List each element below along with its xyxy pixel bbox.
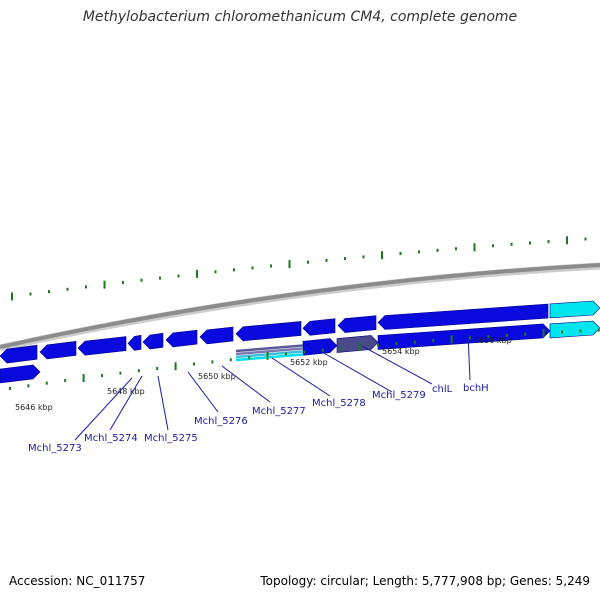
scale-label-5656: 5656 kbp: [474, 336, 512, 345]
backbone-line: [0, 263, 600, 349]
scale-label-5654: 5654 kbp: [382, 347, 420, 356]
gene-label-mchl-5275[interactable]: Mchl_5275: [144, 433, 198, 444]
gene-label-mchl-5279[interactable]: Mchl_5279: [372, 390, 426, 401]
scale-labels: 5646 kbp 5648 kbp 5650 kbp 5652 kbp 5654…: [15, 336, 512, 412]
gene-label-mchl-5274[interactable]: Mchl_5274: [84, 433, 138, 444]
outer-tick-track: [11, 236, 587, 301]
gene-arrow: [377, 303, 549, 330]
gene-arrow: [77, 336, 127, 356]
gene-feature-band: [236, 347, 303, 356]
gene-feature-band: [236, 350, 303, 359]
gene-arrow: [302, 318, 336, 336]
gene-label-chll[interactable]: chlL: [432, 384, 453, 395]
gene-arrow: [165, 329, 198, 348]
gene-arrow: [377, 323, 551, 350]
gene-label-mchl-5277[interactable]: Mchl_5277: [252, 406, 306, 417]
genome-summary-text: Topology: circular; Length: 5,777,908 bp…: [260, 574, 590, 588]
map-title: Methylobacterium chloromethanicum CM4, c…: [82, 9, 518, 25]
gene-arrow: [142, 332, 164, 350]
scale-label-5646: 5646 kbp: [15, 403, 53, 412]
gene-arrow: [549, 320, 600, 339]
gene-label-mchl-5276[interactable]: Mchl_5276: [194, 416, 248, 427]
label-leaders: [74, 333, 471, 441]
gene-track: [0, 300, 600, 384]
inner-tick-track: [9, 328, 600, 391]
accession-text: Accession: NC_011757: [9, 574, 146, 588]
gene-labels: Mchl_5273 Mchl_5274 Mchl_5275 Mchl_5276 …: [28, 383, 489, 454]
gene-arrow: [302, 338, 338, 356]
gene-arrow: [0, 344, 38, 364]
scale-label-5648: 5648 kbp: [107, 387, 145, 396]
gene-arrow: [235, 321, 302, 342]
gene-arrow: [336, 335, 379, 353]
gene-label-mchl-5278[interactable]: Mchl_5278: [312, 398, 366, 409]
scale-label-5650: 5650 kbp: [198, 372, 236, 381]
gene-label-bchh[interactable]: bchH: [463, 383, 489, 394]
gene-arrow: [549, 300, 600, 319]
gene-arrow: [199, 326, 234, 345]
gene-arrow: [0, 364, 41, 384]
gene-arrow: [337, 315, 377, 333]
gene-label-mchl-5273[interactable]: Mchl_5273: [28, 443, 82, 454]
scale-label-5652: 5652 kbp: [290, 358, 328, 367]
gene-arrow: [39, 341, 77, 360]
gene-arrow: [127, 334, 142, 351]
gene-feature-band: [236, 344, 303, 353]
